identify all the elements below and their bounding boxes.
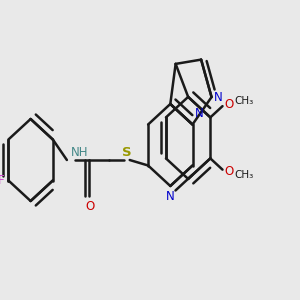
Text: S: S bbox=[122, 146, 132, 158]
Text: F: F bbox=[0, 174, 5, 187]
Text: CH₃: CH₃ bbox=[234, 96, 254, 106]
Text: O: O bbox=[224, 165, 234, 178]
Text: N: N bbox=[214, 91, 223, 103]
Text: O: O bbox=[224, 98, 234, 111]
Text: O: O bbox=[85, 200, 94, 212]
Text: N: N bbox=[166, 190, 175, 202]
Text: NH: NH bbox=[71, 146, 89, 160]
Text: CH₃: CH₃ bbox=[234, 169, 254, 180]
Text: N: N bbox=[195, 107, 204, 121]
